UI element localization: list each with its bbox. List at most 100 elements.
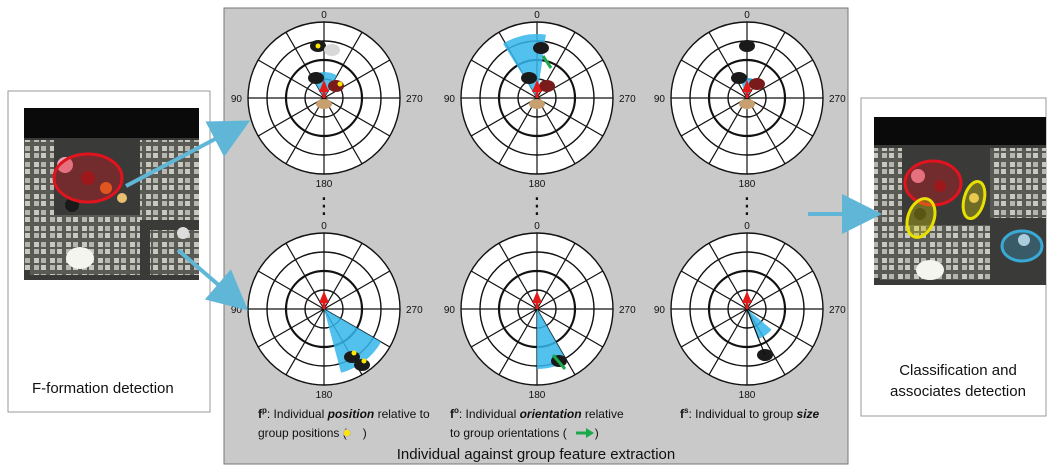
polar-spoke [285, 242, 325, 310]
label-270-deg: 270 [829, 94, 846, 105]
right-caption-line2: associates detection [890, 383, 1026, 400]
right-caption-line1: Classification and [899, 362, 1017, 379]
red-arrow-icon [319, 291, 329, 303]
center-panel: 0 90 270 180 0 90 270 180 0 90 270 180 0 90 270 180 0 90 2… [223, 7, 849, 465]
polar-spoke [323, 270, 391, 310]
feature-text: : Individual to group [688, 407, 796, 421]
left-caption: F-formation detection [32, 380, 174, 397]
person-blob [739, 99, 755, 109]
person-blob [328, 80, 344, 92]
label-270-deg: 270 [619, 305, 636, 316]
polar-spoke [285, 31, 325, 99]
feature-symbol: f [258, 407, 263, 421]
feature-text: : Individual [459, 407, 520, 421]
feature-keyword: size [797, 407, 820, 421]
polar-plot-top-size: 0 90 270 180 [654, 10, 846, 190]
label-270-deg: 270 [829, 305, 846, 316]
polar-spoke [257, 97, 325, 137]
person-blob [529, 99, 545, 109]
polar-spoke [323, 97, 391, 137]
polar-spoke [746, 97, 814, 137]
label-180-deg: 180 [529, 179, 546, 190]
position-marker [337, 81, 343, 87]
right-panel: Classification and associates detection [860, 97, 1047, 417]
red-arrow-icon [742, 80, 752, 92]
feature-position-caption: fp: Individual position relative to grou… [258, 406, 430, 440]
ellipsis-col3: ⋮ [736, 194, 758, 219]
polar-spoke [708, 242, 748, 310]
feature-line2: group positions ( [258, 426, 347, 440]
label-0-deg: 0 [321, 10, 327, 21]
svg-text:fp: Individual position relati: fp: Individual position relative to [258, 406, 430, 421]
arrow-to-top-plots [125, 120, 251, 188]
person-blob [308, 72, 324, 84]
position-marker [361, 358, 367, 364]
svg-text:group positions (): group positions () [258, 426, 367, 440]
polar-spoke [257, 59, 325, 99]
label-270-deg: 270 [406, 94, 423, 105]
label-0-deg: 0 [321, 221, 327, 232]
polar-plot-bottom-size: 0 90 270 180 [654, 221, 846, 401]
polar-spoke [708, 308, 748, 376]
feature-text-tail: relative to [374, 407, 430, 421]
svg-text:to group orientations (): to group orientations () [450, 426, 599, 440]
polar-spoke [680, 270, 748, 310]
polar-spoke [498, 242, 538, 310]
center-caption: Individual against group feature extract… [397, 446, 676, 463]
yellow-dot-icon [343, 429, 351, 437]
label-180-deg: 180 [529, 390, 546, 401]
svg-text:fs: Individual to group size: fs: Individual to group size [680, 406, 820, 421]
green-orientation-arrow [551, 354, 567, 370]
person-blob [739, 40, 755, 52]
polar-plot-bottom-position: 0 90 270 180 [231, 221, 423, 401]
output-scene-image [874, 117, 1046, 285]
label-90-deg: 90 [444, 305, 456, 316]
group-ellipse [903, 159, 963, 207]
polar-spoke [680, 97, 748, 137]
polar-spoke [498, 97, 538, 165]
label-0-deg: 0 [744, 221, 750, 232]
polar-spoke [746, 242, 786, 310]
position-marker [315, 43, 321, 49]
other-person-ellipse [1000, 229, 1044, 263]
person-blob [539, 80, 555, 92]
polar-spoke [708, 97, 748, 165]
red-arrow-icon [532, 291, 542, 303]
polar-spoke [536, 270, 604, 310]
person-blob [324, 44, 340, 56]
polar-spoke [536, 97, 576, 165]
feature-keyword: orientation [520, 407, 582, 421]
polar-spoke [285, 97, 325, 165]
feature-size-caption: fs: Individual to group size [680, 406, 820, 421]
orientation-wedge [537, 309, 567, 369]
polar-spoke [285, 308, 325, 376]
person-blob [749, 78, 765, 90]
polar-plot-bottom-orientation: 0 90 270 180 [444, 221, 636, 401]
group-ellipse [52, 152, 124, 204]
person-blob [521, 72, 537, 84]
label-0-deg: 0 [534, 10, 540, 21]
feature-text-tail: relative [582, 407, 624, 421]
feature-symbol: f [450, 407, 455, 421]
person-blob [731, 72, 747, 84]
feature-symbol: f [680, 407, 685, 421]
person-blob [316, 99, 332, 109]
polar-plot-top-orientation: 0 90 270 180 [444, 10, 636, 190]
label-90-deg: 90 [231, 94, 243, 105]
feature-superscript: p [262, 406, 267, 415]
polar-spoke [470, 59, 538, 99]
polar-spoke [536, 308, 604, 348]
feature-line2-end: ) [595, 426, 599, 440]
associate-ellipse [961, 179, 987, 221]
polar-spoke [323, 242, 363, 310]
label-0-deg: 0 [534, 221, 540, 232]
label-90-deg: 90 [444, 94, 456, 105]
orientation-wedge [324, 309, 382, 373]
polar-spoke [470, 308, 538, 348]
feature-superscript: s [684, 406, 689, 415]
polar-spoke [536, 97, 604, 137]
polar-spoke [498, 308, 538, 376]
position-marker [351, 350, 357, 356]
polar-spoke [746, 308, 814, 348]
